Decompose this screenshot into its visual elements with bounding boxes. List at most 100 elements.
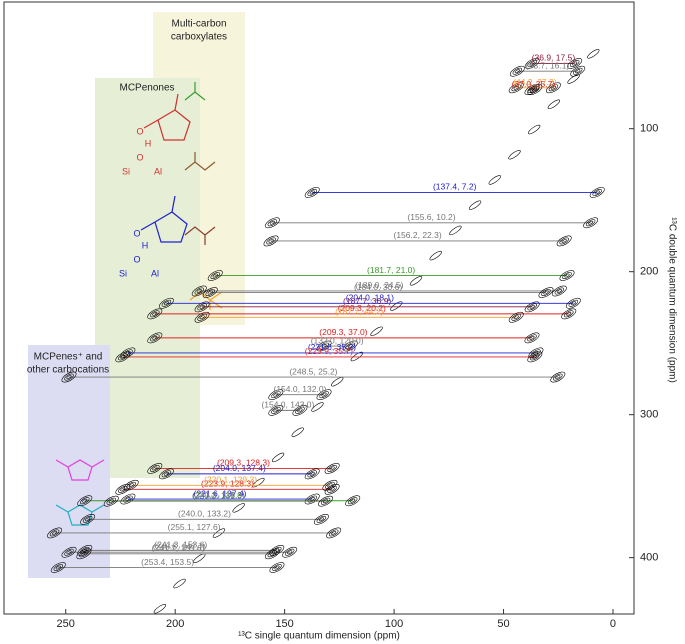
acetate [184, 82, 206, 101]
peak-contour [551, 285, 567, 297]
peak-contour [570, 65, 586, 77]
peak-contour [297, 408, 303, 413]
peak-contour [550, 85, 556, 90]
peak-contour [271, 546, 282, 554]
correlation-label: (181.7, 21.0) [367, 265, 415, 275]
peak-contour [269, 551, 275, 556]
atom-label: H [142, 240, 149, 250]
peak-contour [508, 311, 524, 323]
peak-contour [199, 315, 205, 320]
correlation-label: (187.7, 44.2) [335, 307, 383, 317]
contour [468, 200, 482, 210]
peak-contour [529, 304, 535, 309]
peak-contour [309, 471, 315, 476]
peak-contour [269, 562, 285, 573]
peak-contour [345, 342, 356, 350]
peak-contour [318, 495, 334, 507]
peak-contour [530, 353, 540, 361]
region-carbocations [28, 345, 110, 578]
bond [171, 195, 176, 213]
correlation-label: (220.1, 129.3) [204, 475, 257, 485]
peak-contour [150, 310, 160, 318]
peak-contour [514, 69, 520, 74]
peak-contour [158, 468, 174, 480]
correlation-label: (221.6, 35.2) [308, 342, 356, 352]
peak-contour [125, 497, 131, 501]
peak-contour [538, 287, 554, 298]
correlation-label: (189.0, 24.5) [355, 280, 403, 290]
atom-label: Si [119, 268, 127, 278]
peak-contour [304, 468, 320, 480]
contour [311, 402, 324, 412]
peak-contour [326, 527, 342, 539]
peak-contour [316, 340, 332, 352]
peak-contour [530, 86, 540, 94]
peak-contour [202, 287, 218, 298]
peak-contour [53, 564, 64, 571]
peak-contour [323, 499, 329, 504]
peak-contour [556, 235, 572, 247]
contour [390, 301, 403, 311]
x-axis-label: ¹³C single quantum dimension (ppm) [238, 631, 400, 642]
y-tick-label: 100 [640, 123, 658, 135]
x-tick-label: 50 [497, 618, 509, 630]
atom-label: O [133, 228, 140, 238]
peak-contour [61, 371, 77, 383]
peak-contour [147, 308, 163, 320]
peak-contour [304, 187, 320, 198]
correlation-label: (204.0, 137.4) [213, 463, 266, 473]
x-tick-label: 0 [610, 618, 616, 630]
peak-contour [570, 301, 576, 306]
correlation-label: (229.2, 131.3) [192, 490, 245, 500]
contour [528, 124, 541, 135]
peak-contour [564, 273, 570, 278]
x-tick-label: 200 [166, 618, 184, 630]
peak-contour [585, 219, 596, 227]
peak-contour [66, 375, 72, 379]
peak-contour [569, 60, 580, 67]
region-label: Multi-carbon [171, 19, 226, 30]
peak-contour [307, 188, 317, 196]
peak-contour [324, 463, 340, 474]
peak-contour [268, 239, 274, 243]
peak-contour [524, 332, 540, 344]
peak-contour [268, 405, 284, 416]
peak-contour [328, 529, 339, 537]
bond [55, 504, 69, 513]
y-tick-label: 400 [640, 552, 658, 564]
contour [212, 528, 226, 538]
peak-contour [273, 392, 279, 397]
correlation-label: (37.0, 35.7) [512, 79, 556, 89]
atom-label: Al [151, 268, 159, 278]
peak-contour [567, 58, 583, 69]
peak-contour [316, 389, 332, 401]
peak-contour [562, 272, 572, 280]
contour [547, 99, 561, 109]
correlation-label: (240.0, 133.2) [178, 509, 231, 519]
peak-contour [292, 405, 308, 416]
peak-contour [527, 334, 537, 342]
peak-contour [152, 311, 158, 316]
correlation-label: (156.2, 22.3) [394, 230, 442, 240]
correlation-label: (154.0, 143.0) [261, 400, 314, 410]
contour [488, 175, 501, 185]
peak-contour [513, 85, 519, 90]
peak-contour [527, 84, 543, 96]
peak-contour [319, 342, 329, 350]
bond [143, 119, 159, 129]
correlation-label: (253.4, 153.5) [141, 557, 194, 567]
peak-contour [561, 308, 577, 320]
peak-contour [316, 515, 327, 523]
peak-contour [512, 67, 523, 75]
peak-contour [118, 353, 128, 361]
peak-contour [163, 471, 169, 476]
peak-contour [161, 470, 172, 478]
peak-contour [550, 371, 566, 383]
correlation-label: (204.0, 18.1) [346, 293, 394, 303]
correlation-label: (132.0, 120.0) [311, 335, 364, 345]
peak-contour [64, 373, 74, 381]
peak-contour [66, 550, 72, 555]
bond [174, 93, 179, 111]
peak-contour [529, 61, 535, 66]
region-mcpenones [95, 78, 200, 478]
